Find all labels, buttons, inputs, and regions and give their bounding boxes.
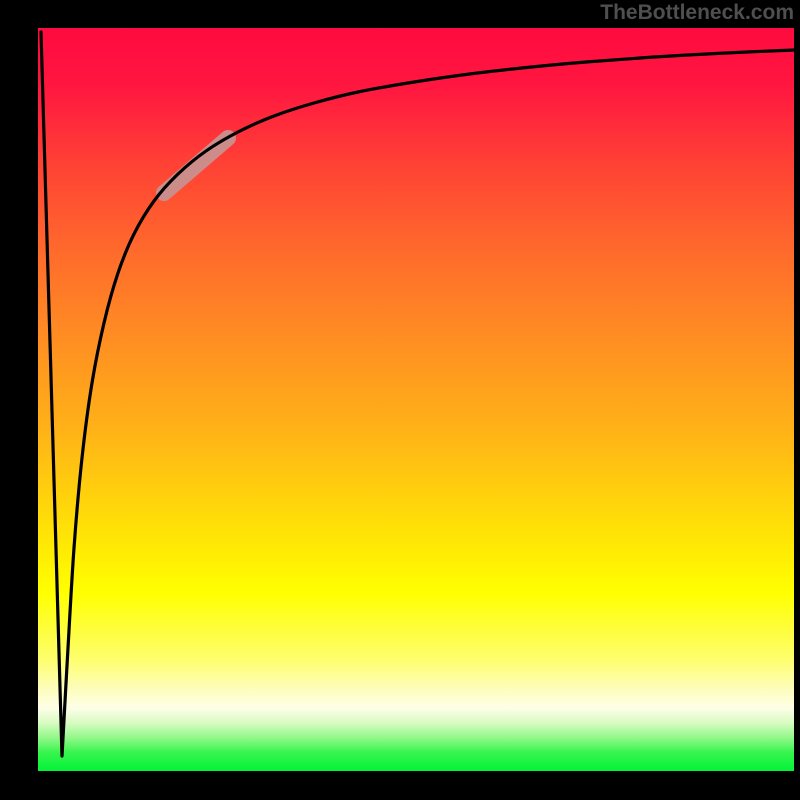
chart-frame: TheBottleneck.com xyxy=(0,0,800,800)
plot-area xyxy=(38,28,794,771)
watermark-text: TheBottleneck.com xyxy=(600,1,794,25)
gradient-background xyxy=(38,28,794,771)
